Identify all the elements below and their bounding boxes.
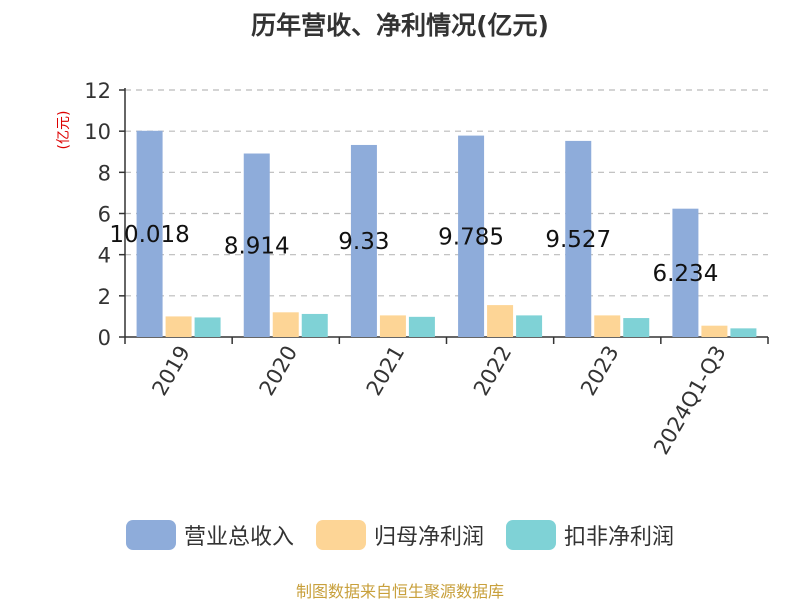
data-label-revenue: 9.33 <box>338 229 389 255</box>
legend-item-net-profit[interactable]: 归母净利润 <box>315 519 484 551</box>
legend-label-revenue: 营业总收入 <box>183 525 294 550</box>
y-tick-label: 0 <box>98 326 111 350</box>
bar-net-profit <box>379 315 406 337</box>
y-tick-label: 4 <box>98 244 111 268</box>
x-tick-label: 2019 <box>147 342 195 400</box>
bar-revenue <box>243 153 270 337</box>
legend: 营业总收入 归母净利润 扣非净利润 <box>0 518 800 552</box>
data-label-revenue: 8.914 <box>224 233 290 259</box>
bar-revenue <box>350 144 377 337</box>
bar-net-profit-ex <box>301 313 328 337</box>
bar-net-profit <box>594 315 621 337</box>
y-tick-label: 6 <box>98 203 111 227</box>
x-tick-label: 2022 <box>469 342 517 400</box>
x-tick-label: 2023 <box>576 342 624 400</box>
bar-net-profit <box>701 325 728 337</box>
legend-swatch-net-profit <box>315 520 366 550</box>
x-tick-label: 2024Q1-Q3 <box>649 342 731 459</box>
y-tick-label: 10 <box>84 120 111 144</box>
chart-title: 历年营收、净利情况(亿元) <box>251 11 549 40</box>
bar-revenue <box>136 130 163 337</box>
bar-revenue <box>458 135 485 337</box>
data-label-revenue: 6.234 <box>652 261 718 287</box>
bar-net-profit <box>487 305 514 337</box>
legend-item-net-profit-ex[interactable]: 扣非净利润 <box>506 519 674 551</box>
x-tick-label: 2020 <box>255 342 303 400</box>
bar-net-profit-ex <box>623 318 650 337</box>
bar-net-profit-ex <box>516 315 543 337</box>
data-label-revenue: 9.785 <box>438 224 504 250</box>
bar-net-profit-ex <box>408 316 435 337</box>
legend-swatch-revenue <box>125 520 176 550</box>
bar-revenue <box>565 140 592 337</box>
y-tick-label: 12 <box>84 79 111 103</box>
y-tick-label: 8 <box>98 161 111 185</box>
x-tick-label: 2021 <box>362 342 410 400</box>
data-label-revenue: 9.527 <box>545 227 611 253</box>
legend-swatch-net-profit-ex <box>506 520 556 550</box>
bar-net-profit-ex <box>730 328 757 337</box>
legend-label-net-profit: 归母净利润 <box>373 525 484 550</box>
data-label-revenue: 10.018 <box>109 222 189 248</box>
bar-net-profit <box>272 312 299 337</box>
source-note: 制图数据来自恒生聚源数据库 <box>295 582 504 601</box>
y-axis-label: (亿元) <box>56 111 72 150</box>
bar-net-profit-ex <box>194 317 221 337</box>
legend-item-revenue[interactable]: 营业总收入 <box>125 519 294 551</box>
y-tick-label: 2 <box>98 285 111 309</box>
legend-label-net-profit-ex: 扣非净利润 <box>564 525 675 550</box>
bar-net-profit <box>165 316 192 337</box>
bar-revenue <box>672 208 699 337</box>
